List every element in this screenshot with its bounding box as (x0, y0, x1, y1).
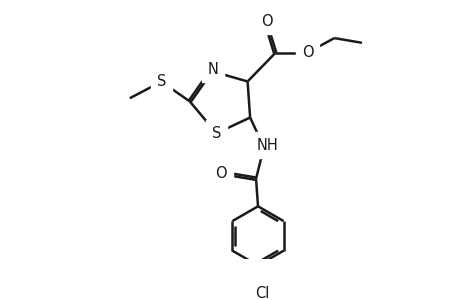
Text: O: O (215, 166, 227, 181)
Text: Cl: Cl (255, 286, 269, 300)
Text: NH: NH (256, 138, 277, 153)
Text: O: O (261, 14, 273, 28)
Text: O: O (301, 45, 313, 60)
Text: S: S (211, 126, 221, 141)
Text: N: N (207, 62, 218, 77)
Text: S: S (157, 74, 166, 89)
